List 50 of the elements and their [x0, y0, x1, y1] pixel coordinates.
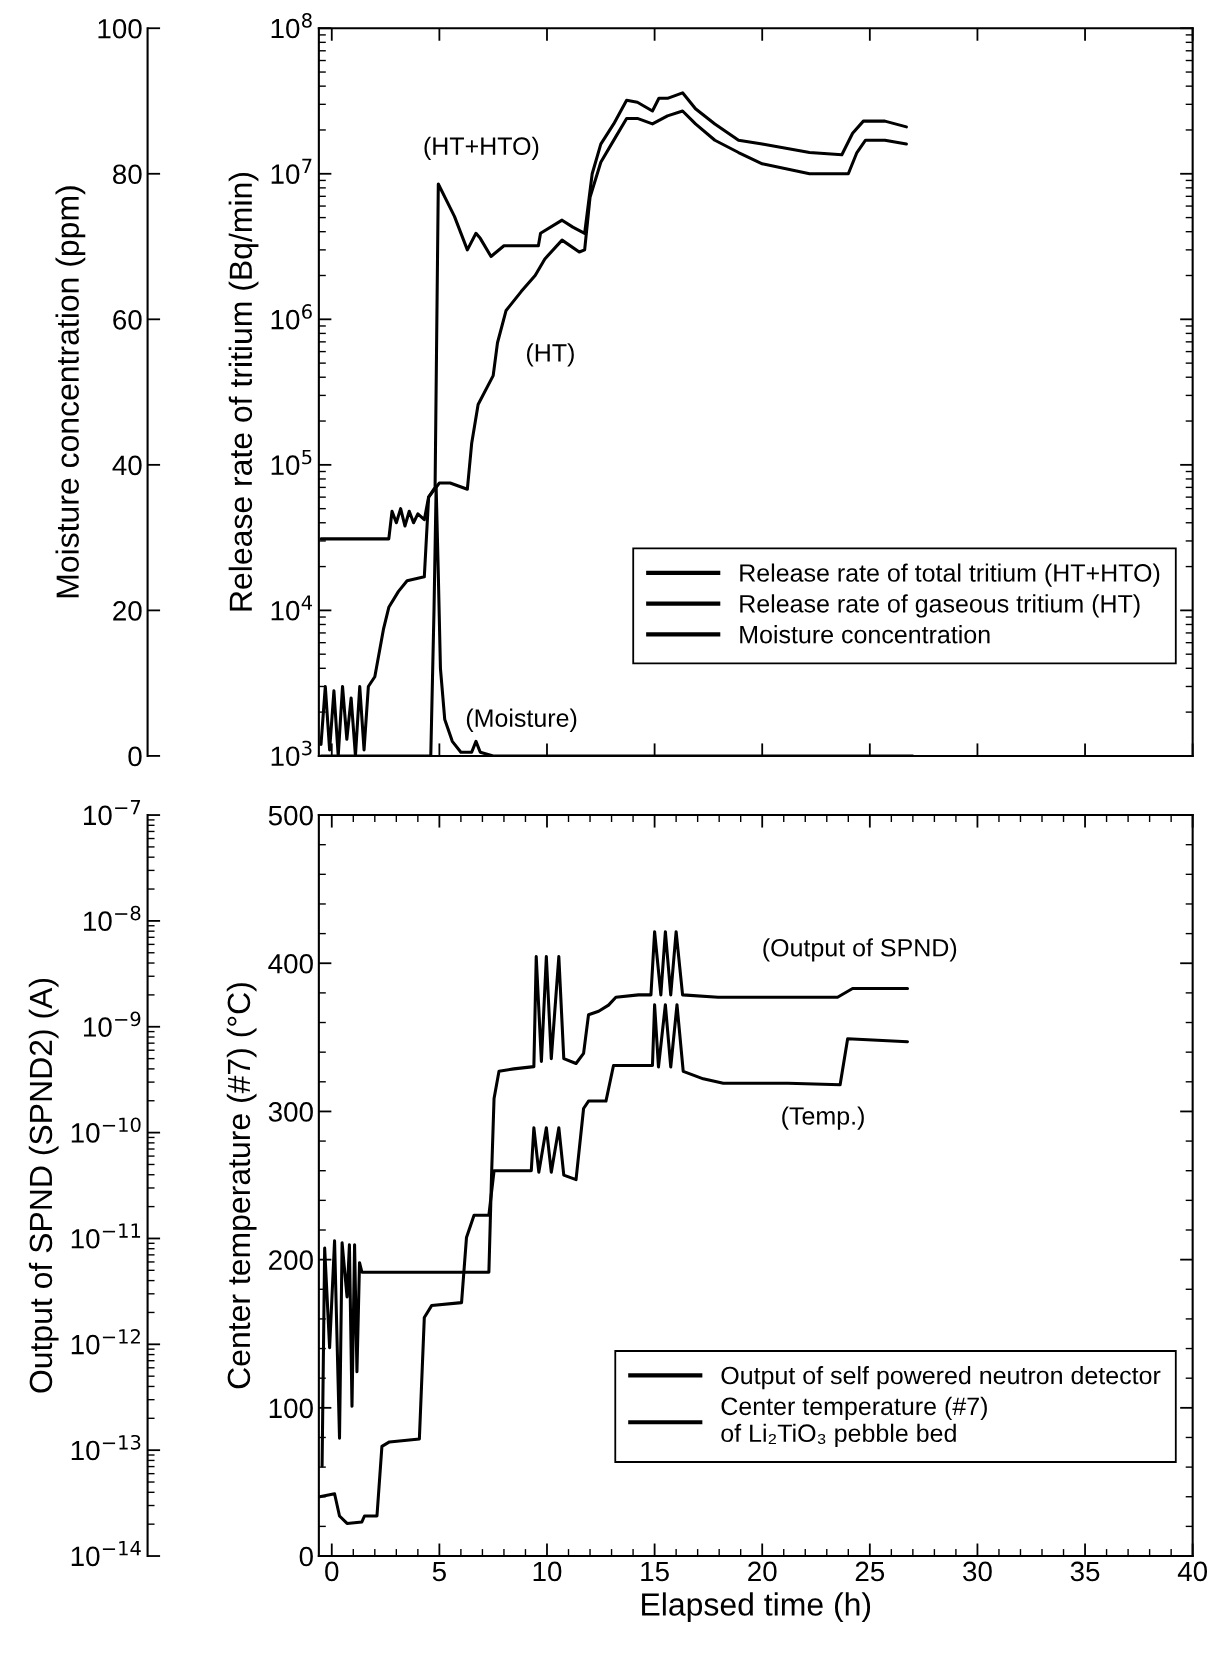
annotation: (HT): [526, 343, 574, 367]
x-tick-label: 10: [533, 1561, 562, 1582]
y-tick-label: 10$^{8}$: [271, 13, 312, 39]
x-tick-label: 5: [432, 1561, 446, 1582]
y-tick-label: 400: [268, 953, 313, 974]
x-tick-label: 30: [963, 1561, 992, 1582]
y2-tick-label: 40: [112, 455, 142, 476]
y2-tick-label: 0: [128, 746, 142, 767]
y-axis-title: Center temperature (#7) (°C): [226, 983, 257, 1389]
y-tick-label: 300: [268, 1102, 313, 1122]
y2-tick-label: 10$^{−8}$: [84, 905, 141, 932]
annotation: (HT+HTO): [424, 136, 539, 160]
x-tick-label: 40: [1177, 1561, 1208, 1582]
x-tick-label: 15: [641, 1561, 669, 1582]
x-axis-title: Elapsed time (h): [642, 1592, 871, 1623]
annotation: (Moisture): [466, 708, 577, 732]
x-tick-label: 25: [855, 1561, 885, 1582]
y2-tick-label: 10$^{−10}$: [71, 1117, 141, 1143]
y2-tick-label: 10$^{−9}$: [84, 1011, 141, 1037]
y2-tick-label: 60: [113, 309, 142, 330]
y-tick-label: 10$^{6}$: [271, 304, 312, 330]
x-tick-label: 20: [748, 1561, 777, 1582]
y2-tick-label: 10$^{−12}$: [71, 1329, 140, 1355]
legend-label: Release rate of gaseous tritium (HT): [740, 594, 1140, 618]
legend-label: Center temperature (#7) of Li₂TiO₃ pebble bed: [721, 1396, 987, 1448]
y-tick-label: 200: [269, 1250, 313, 1270]
y-tick-label: 10$^{5}$: [271, 449, 312, 475]
y-tick-label: 10$^{7}$: [271, 158, 312, 184]
y-tick-label: 500: [268, 805, 313, 826]
y2-axis-title: Output of SPND (SPND2) (A): [28, 978, 59, 1393]
annotation: (Temp.): [782, 1106, 864, 1130]
legend-label: Output of self powered neutron detector: [721, 1365, 1161, 1390]
y-axis-title: Release rate of tritium (Bq/min): [228, 173, 259, 611]
y-tick-label: 10$^{4}$: [271, 595, 312, 621]
y2-tick-label: 10$^{−7}$: [84, 800, 141, 826]
y2-tick-label: 20: [113, 601, 142, 621]
y2-tick-label: 10$^{−14}$: [71, 1541, 141, 1567]
legend-label: Release rate of total tritium (HT+HTO): [740, 563, 1160, 587]
x-tick-label: 35: [1070, 1561, 1100, 1582]
y2-tick-label: 10$^{−11}$: [71, 1223, 141, 1249]
legend-label: Moisture concentration: [740, 625, 990, 644]
y-tick-label: 100: [269, 1398, 313, 1419]
x-tick-label: 0: [325, 1561, 339, 1582]
y2-tick-label: 10$^{−13}$: [71, 1434, 141, 1461]
y2-axis-title: Moisture concentration (ppm): [55, 186, 86, 598]
y2-tick-label: 80: [113, 164, 142, 185]
annotation: (Output of SPND): [763, 938, 957, 962]
y2-tick-label: 100: [98, 18, 142, 39]
y-tick-label: 10$^{3}$: [271, 740, 312, 767]
y-tick-label: 0: [299, 1546, 313, 1567]
